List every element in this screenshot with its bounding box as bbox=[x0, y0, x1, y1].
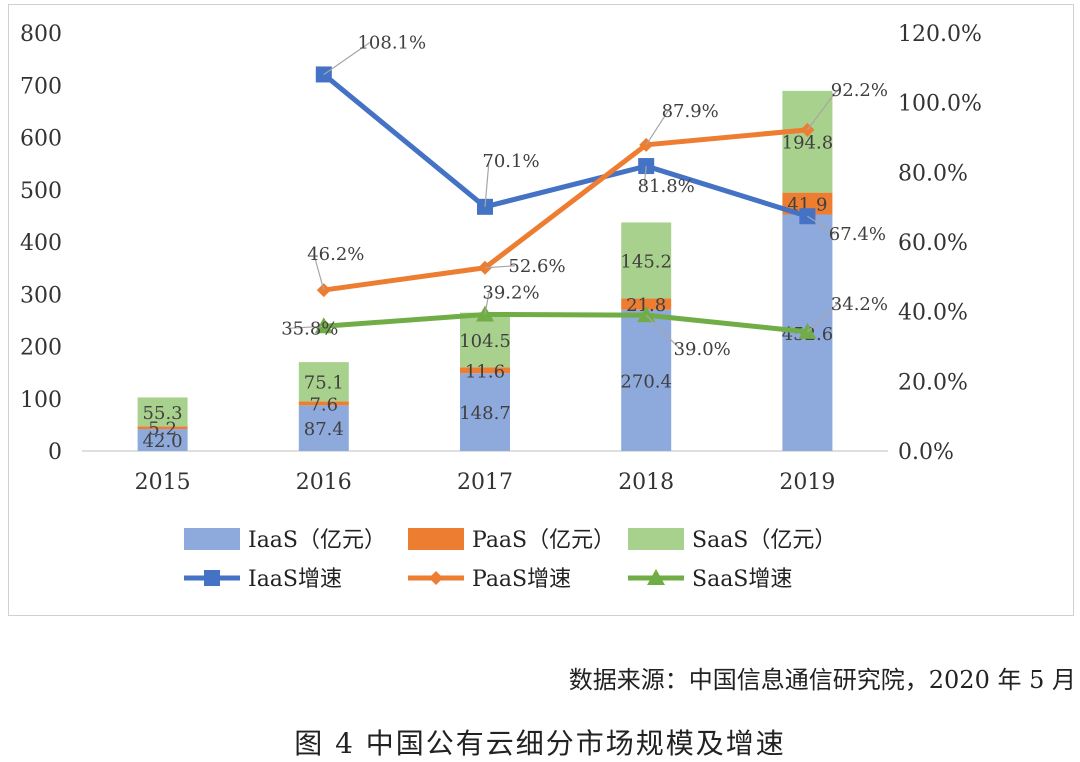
x-tick-label: 2019 bbox=[779, 470, 835, 495]
label-leader-line bbox=[807, 215, 836, 235]
bar-data-label: 42.0 bbox=[143, 431, 183, 452]
bar-data-label: 87.4 bbox=[304, 419, 344, 440]
line-data-label: 81.8% bbox=[638, 176, 695, 197]
series-line bbox=[323, 127, 808, 293]
legend-label: PaaS增速 bbox=[472, 567, 571, 592]
line-marker bbox=[798, 322, 817, 339]
line-data-label: 70.1% bbox=[482, 151, 539, 172]
label-leader-line bbox=[484, 265, 516, 269]
bar-data-label: 5.2 bbox=[148, 419, 177, 440]
line-data-label: 39.2% bbox=[482, 282, 539, 303]
line-data-label: 108.1% bbox=[357, 32, 426, 53]
bar-segment bbox=[460, 312, 510, 368]
y-left-tick-label: 200 bbox=[20, 336, 62, 361]
y-left-tick-label: 0 bbox=[48, 440, 62, 465]
source-note: 数据来源：中国信息通信研究院，2020 年 5 月 bbox=[568, 666, 1076, 694]
label-leader-line bbox=[806, 303, 838, 333]
bar-segment bbox=[460, 367, 510, 374]
line-data-label: 34.2% bbox=[831, 294, 888, 315]
bar-segment bbox=[782, 192, 833, 215]
y-left-tick-label: 300 bbox=[20, 283, 62, 308]
legend-label: SaaS增速 bbox=[692, 567, 792, 592]
bar-data-label: 104.5 bbox=[459, 331, 511, 352]
legend-swatch bbox=[408, 528, 464, 550]
line-marker bbox=[429, 571, 443, 585]
bar-segment bbox=[621, 222, 672, 299]
y-right-tick-label: 40.0% bbox=[898, 301, 968, 326]
bar-data-label: 75.1 bbox=[304, 373, 344, 394]
y-right-tick-label: 60.0% bbox=[898, 231, 968, 256]
bar-segment bbox=[137, 426, 188, 430]
legend-label: IaaS（亿元） bbox=[248, 528, 386, 553]
bar-data-label: 55.3 bbox=[143, 403, 183, 424]
y-right-tick-label: 20.0% bbox=[898, 370, 968, 395]
line-data-label: 87.9% bbox=[662, 101, 719, 122]
y-left-tick-label: 700 bbox=[20, 74, 62, 99]
line-marker bbox=[204, 570, 220, 586]
bar-segment bbox=[137, 429, 188, 451]
line-marker bbox=[314, 317, 333, 334]
bar-data-label: 11.6 bbox=[465, 361, 505, 382]
bar-segment bbox=[137, 397, 188, 427]
bar-segment bbox=[298, 405, 349, 451]
bar-segment bbox=[621, 309, 672, 451]
label-leader-line bbox=[645, 110, 669, 146]
label-leader-line bbox=[323, 41, 371, 75]
line-marker bbox=[647, 569, 665, 585]
y-left-tick-label: 400 bbox=[20, 231, 62, 256]
figure-caption: 图 4 中国公有云细分市场规模及增速 bbox=[294, 727, 786, 760]
bar-data-label: 148.7 bbox=[459, 403, 511, 424]
line-data-label: 39.0% bbox=[674, 339, 731, 360]
label-leader-line bbox=[484, 160, 490, 207]
legend-label: PaaS（亿元） bbox=[472, 528, 615, 553]
series-line bbox=[322, 72, 809, 219]
label-leader-line bbox=[645, 314, 681, 350]
label-leader-line bbox=[484, 292, 490, 315]
line-data-label: 46.2% bbox=[307, 244, 364, 265]
y-left-tick-label: 800 bbox=[20, 22, 62, 47]
x-tick-label: 2017 bbox=[457, 470, 513, 495]
chart-svg: 0 100 200 300 400 500 600 700 800 0.0% 20.0% 40.0% 6… bbox=[20, 22, 982, 592]
legend-label: SaaS（亿元） bbox=[692, 528, 836, 553]
label-leader-line bbox=[313, 253, 325, 291]
bar-data-label: 41.9 bbox=[787, 195, 827, 216]
x-tick-label: 2018 bbox=[618, 470, 674, 495]
bar-segment bbox=[460, 373, 510, 451]
chart-frame bbox=[8, 4, 1074, 616]
legend-swatch bbox=[184, 528, 240, 550]
y-right-tick-label: 80.0% bbox=[898, 161, 968, 186]
line-marker bbox=[637, 306, 656, 323]
legend-swatch bbox=[628, 528, 684, 550]
bar-segment bbox=[621, 298, 672, 310]
bar-data-label: 145.2 bbox=[620, 251, 672, 272]
y-right-tick-label: 100.0% bbox=[898, 92, 982, 117]
line-data-label: 92.2% bbox=[831, 80, 888, 101]
bar-data-label: 21.8 bbox=[626, 295, 666, 316]
line-data-label: 67.4% bbox=[829, 224, 886, 245]
legend-label: IaaS增速 bbox=[248, 567, 342, 592]
x-tick-label: 2015 bbox=[135, 470, 191, 495]
y-right-tick-label: 0.0% bbox=[898, 440, 954, 465]
y-left-tick-label: 100 bbox=[20, 388, 62, 413]
y-right-tick-label: 120.0% bbox=[898, 22, 982, 47]
label-leader-line bbox=[287, 325, 324, 329]
bar-segment bbox=[298, 362, 349, 402]
y-left-tick-label: 500 bbox=[20, 179, 62, 204]
y-left-tick-label: 600 bbox=[20, 127, 62, 152]
bar-data-label: 7.6 bbox=[309, 394, 338, 415]
line-data-label: 52.6% bbox=[508, 256, 565, 277]
series-line bbox=[323, 311, 808, 335]
label-leader-line bbox=[643, 166, 647, 187]
label-leader-line bbox=[806, 89, 838, 131]
bar-data-label: 270.4 bbox=[620, 371, 672, 392]
x-tick-label: 2016 bbox=[296, 470, 352, 495]
bar-data-label: 194.8 bbox=[782, 133, 834, 154]
line-data-label: 35.8% bbox=[281, 318, 338, 339]
bar-segment bbox=[298, 401, 349, 406]
